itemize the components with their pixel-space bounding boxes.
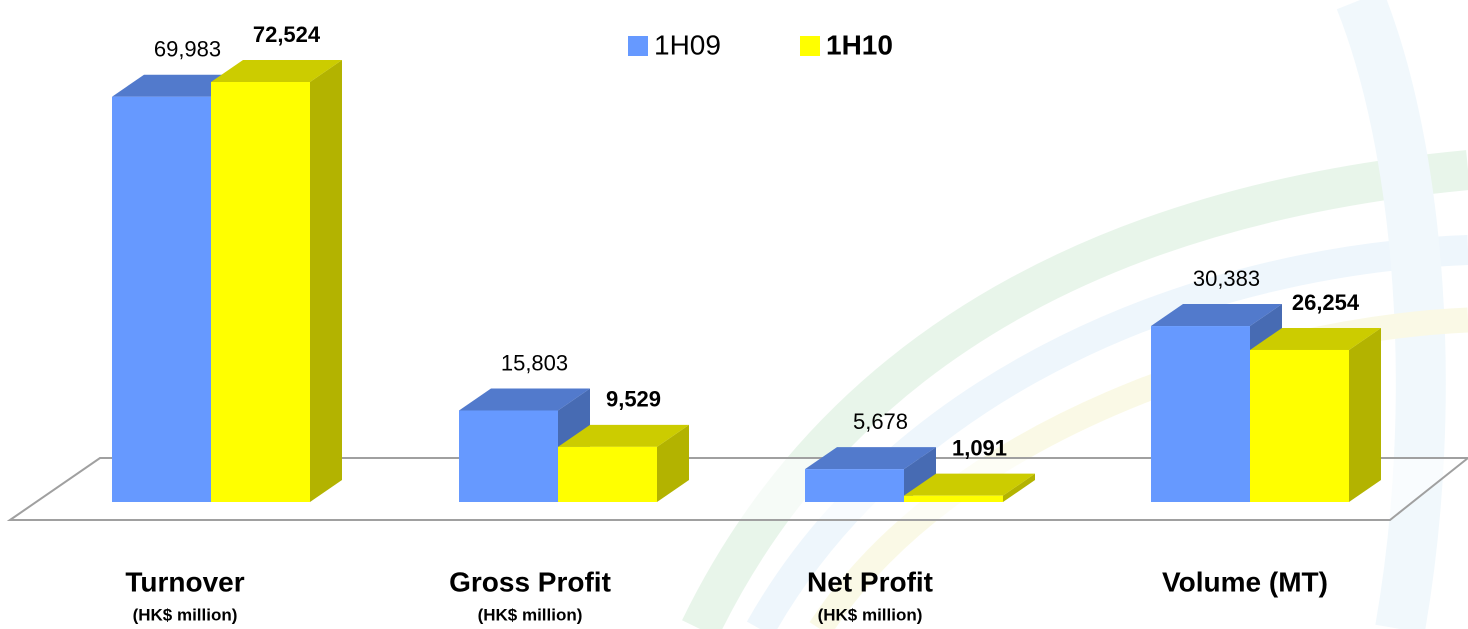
category-label: Turnover — [125, 566, 244, 597]
bar-top — [805, 447, 936, 470]
bar-top — [1151, 304, 1282, 327]
bar — [904, 473, 1035, 502]
value-label: 30,383 — [1193, 266, 1260, 291]
bar — [558, 424, 689, 502]
category-label: Gross Profit — [449, 566, 611, 597]
swirl — [746, 235, 1468, 629]
bar-top — [211, 60, 342, 82]
category-unit: (HK$ million) — [818, 605, 923, 624]
bar — [805, 447, 936, 502]
bar-side — [657, 424, 689, 502]
bar — [211, 60, 342, 502]
bar-top — [112, 74, 243, 97]
legend-swatch — [800, 36, 820, 56]
category-unit: (HK$ million) — [478, 605, 583, 624]
floor — [6, 457, 1468, 521]
value-label: 9,529 — [606, 387, 661, 412]
category-label: Volume (MT) — [1162, 566, 1328, 597]
category-label: Net Profit — [807, 566, 933, 597]
bar-top — [459, 388, 590, 411]
bar-front — [1151, 326, 1250, 502]
bar-front — [805, 469, 904, 502]
bar-front — [211, 82, 310, 502]
bar-side — [1003, 473, 1035, 502]
value-label: 5,678 — [853, 409, 908, 434]
bar-side — [310, 60, 342, 502]
value-label: 72,524 — [253, 22, 321, 47]
bar-front — [558, 446, 657, 502]
bar-top — [558, 424, 689, 447]
legend-label: 1H09 — [654, 29, 721, 60]
bar-front — [459, 410, 558, 502]
value-label: 69,983 — [154, 37, 221, 62]
bar-side — [1349, 327, 1381, 502]
value-label: 1,091 — [952, 435, 1007, 460]
category-unit: (HK$ million) — [133, 605, 238, 624]
bar-front — [112, 96, 211, 503]
bar-top — [904, 473, 1035, 496]
legend-label: 1H10 — [826, 29, 893, 60]
swirl — [1336, 0, 1446, 629]
bars — [112, 60, 1381, 503]
bar-side — [904, 447, 936, 502]
value-label: 26,254 — [1292, 290, 1360, 315]
bar — [1250, 327, 1381, 502]
bar-front — [904, 495, 1003, 502]
value-label: 15,803 — [501, 350, 568, 375]
legend-swatch — [628, 36, 648, 56]
bar-front — [1250, 349, 1349, 502]
bar-top — [1250, 327, 1381, 350]
